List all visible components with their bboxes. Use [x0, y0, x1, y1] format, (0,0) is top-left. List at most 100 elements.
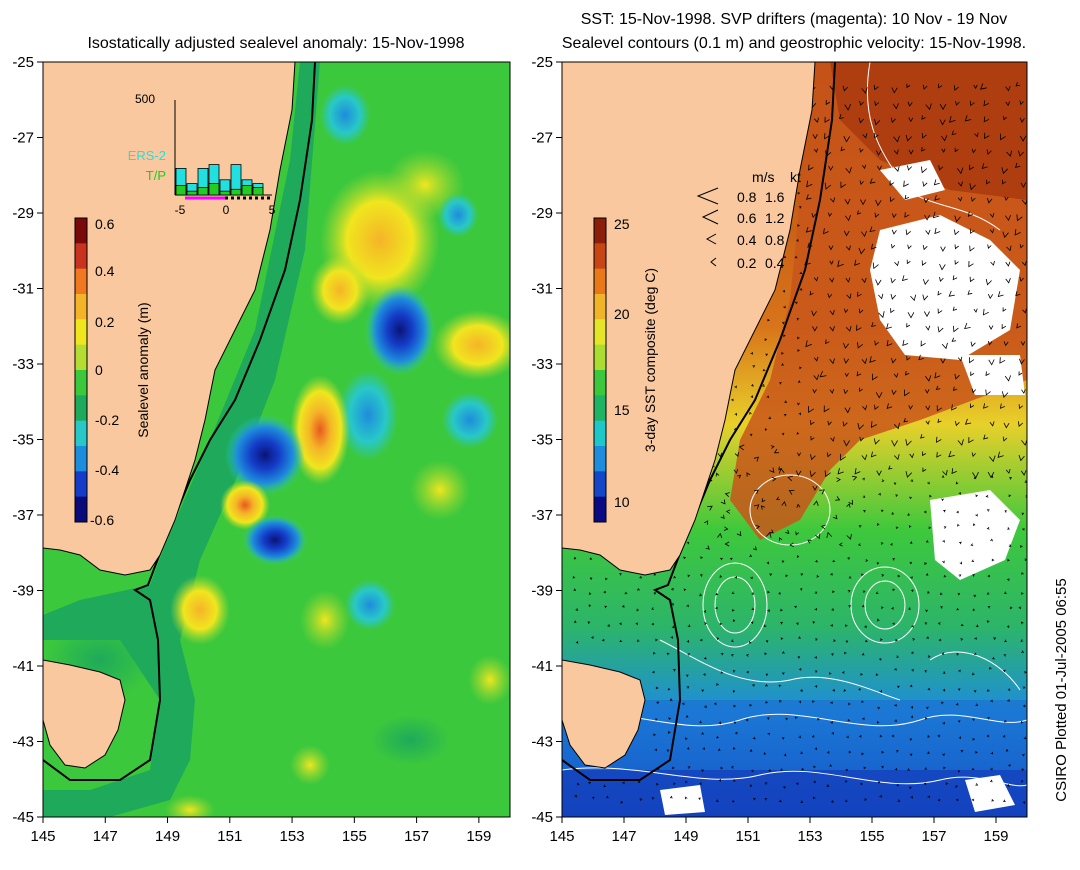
velocity-arrow [699, 593, 703, 597]
legend-ms-3: 0.2 [737, 255, 757, 271]
velocity-arrow [789, 542, 795, 547]
velocity-arrow [906, 355, 911, 361]
sst-tick-3: 10 [614, 494, 630, 510]
velocity-arrow [687, 766, 691, 769]
velocity-arrow [771, 477, 777, 482]
velocity-arrow [893, 135, 900, 143]
velocity-arrow [897, 799, 901, 803]
velocity-arrow [812, 326, 818, 332]
velocity-arrow [685, 796, 688, 800]
velocity-arrow [1019, 100, 1024, 106]
velocity-arrow [825, 99, 831, 106]
velocity-arrow [1020, 621, 1024, 625]
velocity-arrow [922, 84, 928, 90]
velocity-arrow [922, 245, 928, 251]
velocity-arrow [807, 539, 812, 544]
velocity-arrow [940, 606, 943, 609]
velocity-arrow [686, 747, 690, 750]
velocity-arrow [937, 734, 941, 738]
velocity-arrow [845, 799, 848, 803]
velocity-arrow [829, 260, 834, 265]
velocity-arrow [724, 492, 730, 497]
velocity-arrow [798, 700, 801, 704]
velocity-arrow [958, 491, 961, 495]
velocity-arrow [957, 688, 961, 692]
velocity-arrow [925, 706, 929, 710]
velocity-arrow [958, 736, 962, 740]
velocity-arrow [655, 686, 659, 690]
velocity-arrow [892, 103, 899, 110]
histogram-xtick-0: 0 [223, 203, 230, 217]
velocity-arrow [941, 701, 944, 705]
velocity-arrow [1024, 670, 1027, 674]
velocity-arrow [908, 117, 914, 123]
velocity-arrow [701, 689, 705, 693]
velocity-arrow [1003, 719, 1007, 723]
velocity-arrow [897, 685, 900, 689]
velocity-arrow [800, 751, 804, 754]
velocity-arrow [969, 245, 975, 252]
velocity-arrow [870, 322, 876, 328]
velocity-arrow [1005, 261, 1011, 267]
velocity-arrow [972, 523, 976, 526]
left-panel-title: Isostatically adjusted sealevel anomaly:… [87, 35, 464, 52]
velocity-arrow [1019, 244, 1024, 249]
velocity-arrow [943, 766, 946, 770]
velocity-arrow [954, 215, 961, 223]
velocity-arrow [957, 719, 961, 723]
sealevel-anomaly-map [43, 62, 510, 817]
velocity-arrow [955, 702, 959, 706]
velocity-arrow [894, 261, 899, 267]
colorbar-swatch [594, 420, 606, 447]
velocity-arrow [974, 637, 977, 640]
velocity-arrow [844, 214, 851, 222]
velocity-arrow [893, 422, 900, 430]
velocity-arrow [986, 526, 990, 530]
velocity-arrow [908, 149, 914, 155]
velocity-arrow [808, 164, 814, 171]
velocity-arrow [991, 799, 995, 802]
velocity-arrow [813, 374, 820, 381]
velocity-arrow [990, 260, 995, 266]
sst-colorbar-frame [593, 217, 607, 523]
velocity-arrow [955, 421, 960, 427]
velocity-arrow [755, 524, 761, 530]
velocity-arrow [622, 781, 625, 785]
velocity-arrow [990, 751, 994, 755]
velocity-arrow [751, 769, 754, 773]
velocity-arrow [972, 718, 975, 721]
velocity-arrow [845, 167, 852, 174]
velocity-arrow [936, 452, 942, 458]
histogram-bar-tp [219, 190, 231, 196]
velocity-arrow [1006, 245, 1012, 252]
velocity-arrow [971, 148, 977, 154]
velocity-arrow [861, 652, 865, 656]
velocity-arrow [782, 785, 786, 789]
velocity-arrow [750, 395, 754, 398]
velocity-arrow [861, 752, 864, 756]
velocity-arrow [990, 475, 994, 479]
velocity-arrow [760, 505, 766, 510]
velocity-arrow [846, 533, 852, 540]
velocity-arrow [624, 591, 628, 595]
velocity-arrow [830, 436, 835, 442]
velocity-arrow [716, 682, 719, 686]
x-tick-label: 147 [611, 828, 636, 845]
velocity-arrow [720, 557, 723, 561]
velocity-arrow [1001, 167, 1008, 175]
velocity-arrow [765, 639, 769, 643]
velocity-arrow [924, 389, 930, 394]
velocity-arrow [985, 278, 992, 286]
velocity-arrow [820, 524, 826, 530]
velocity-arrow [973, 476, 977, 480]
velocity-arrow [785, 717, 789, 721]
velocity-arrow [848, 750, 852, 754]
velocity-arrow [878, 492, 881, 496]
legend-kt-3: 0.4 [765, 255, 785, 271]
velocity-arrow [907, 312, 915, 319]
velocity-arrow [894, 703, 897, 707]
velocity-arrow [671, 602, 674, 606]
velocity-arrow [753, 797, 756, 801]
velocity-arrow [685, 780, 688, 784]
velocity-arrow [870, 243, 877, 250]
